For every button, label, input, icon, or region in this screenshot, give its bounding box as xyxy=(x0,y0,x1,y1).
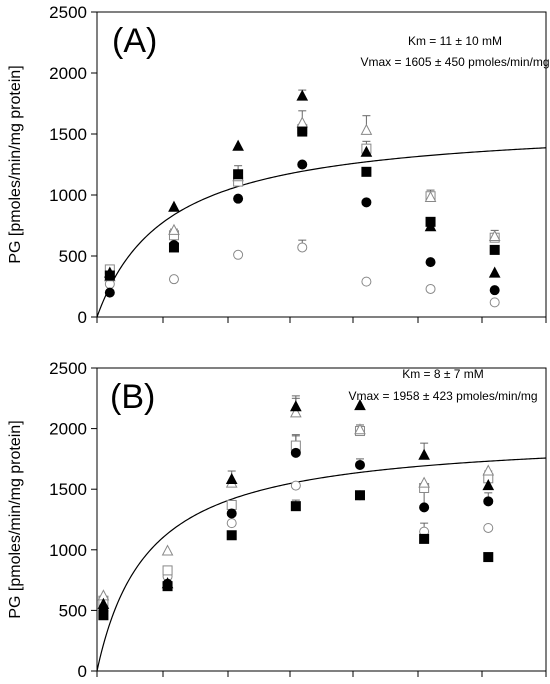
panel-b: 0 500 1000 1500 2000 2500 PG [pmoles/min/mg pr… xyxy=(7,359,547,681)
data-point-open-circle xyxy=(489,297,500,308)
data-point-open-triangle xyxy=(418,476,430,488)
annotation: Vmax = 1605 ± 450 pmoles/min/mg xyxy=(360,55,549,69)
y-tick-label: 0 xyxy=(78,662,87,681)
data-point-open-circle xyxy=(233,249,244,260)
data-point-open-triangle xyxy=(424,190,437,202)
data-point-filled-triangle xyxy=(161,577,174,589)
y-axis-title: PG [pmoles/min/mg protein] xyxy=(7,65,24,263)
data-point-filled-circle xyxy=(361,197,372,208)
data-point-open-triangle xyxy=(482,464,495,476)
y-tick-label: 500 xyxy=(59,247,87,266)
panel-label: (A) xyxy=(112,22,157,60)
fit-curve xyxy=(96,147,547,318)
data-point-open-square xyxy=(162,565,173,576)
data-point-open-circle xyxy=(168,274,179,285)
data-point-filled-triangle xyxy=(360,145,373,157)
y-tick-label: 2000 xyxy=(49,420,87,439)
y-tick-label: 2500 xyxy=(49,3,87,22)
data-point-filled-triangle xyxy=(424,220,437,232)
data-point-filled-square xyxy=(483,552,494,563)
data-point-filled-square xyxy=(290,501,301,512)
data-point-open-circle xyxy=(290,480,301,491)
data-point-filled-circle xyxy=(297,159,308,170)
annotation: Km = 11 ± 10 mM xyxy=(408,34,502,48)
data-point-filled-triangle xyxy=(296,89,309,101)
data-point-filled-square xyxy=(233,169,244,180)
data-point-open-square xyxy=(226,499,237,510)
data-point-filled-square xyxy=(419,533,430,544)
data-point-filled-triangle xyxy=(418,448,430,460)
data-point-filled-square xyxy=(98,610,109,621)
data-point-open-triangle xyxy=(360,123,373,135)
data-point-filled-circle xyxy=(233,193,244,204)
data-point-filled-triangle xyxy=(488,266,501,278)
data-point-open-triangle xyxy=(488,229,501,241)
data-point-filled-circle xyxy=(483,496,494,507)
data-point-open-circle xyxy=(361,276,372,287)
data-point-open-circle xyxy=(297,242,308,253)
data-point-open-circle xyxy=(425,283,436,294)
data-point-filled-triangle xyxy=(225,472,238,485)
data-point-open-triangle xyxy=(354,423,366,435)
annotation: Km = 8 ± 7 mM xyxy=(402,367,484,381)
data-point-filled-triangle xyxy=(290,400,302,412)
y-tick-label: 1000 xyxy=(49,541,87,560)
y-axis-title: PG [pmoles/min/mg protein] xyxy=(7,420,24,618)
data-point-open-circle xyxy=(483,522,494,533)
plot-frame xyxy=(96,367,547,672)
data-point-filled-square xyxy=(489,244,500,255)
data-point-filled-square xyxy=(297,126,308,137)
data-point-filled-triangle xyxy=(354,398,366,411)
annotation: Vmax = 1958 ± 423 pmoles/min/mg xyxy=(348,389,537,403)
data-point-filled-circle xyxy=(104,287,115,298)
data-point-filled-circle xyxy=(290,447,301,458)
data-point-open-triangle xyxy=(296,116,309,128)
data-point-open-triangle xyxy=(290,406,302,418)
data-point-open-triangle xyxy=(168,223,180,235)
data-point-filled-triangle xyxy=(104,266,116,278)
y-tick-label: 1000 xyxy=(49,186,87,205)
data-point-filled-square xyxy=(361,166,372,177)
data-point-open-circle xyxy=(226,518,237,529)
data-point-filled-square xyxy=(226,530,237,541)
y-tick-label: 0 xyxy=(78,308,87,327)
data-point-filled-circle xyxy=(226,508,237,519)
data-point-filled-triangle xyxy=(232,139,244,151)
y-tick-label: 1500 xyxy=(49,125,87,144)
data-point-filled-triangle xyxy=(482,478,495,491)
fit-curve xyxy=(96,457,547,672)
panel-a: 0 500 1000 1500 2000 2500 PG [pmoles/min/mg pr… xyxy=(7,3,549,327)
data-point-filled-circle xyxy=(425,257,436,268)
data-point-filled-circle xyxy=(354,459,365,470)
panel-label: (B) xyxy=(110,378,155,416)
data-point-filled-circle xyxy=(489,285,500,296)
y-tick-label: 2000 xyxy=(49,64,87,83)
plot-frame xyxy=(96,11,547,318)
data-point-open-triangle xyxy=(161,544,174,556)
y-tick-label: 500 xyxy=(59,601,87,620)
data-point-filled-triangle xyxy=(97,597,110,609)
data-point-filled-triangle xyxy=(168,200,180,212)
y-tick-label: 2500 xyxy=(49,359,87,378)
data-point-filled-circle xyxy=(419,502,430,513)
data-point-filled-square xyxy=(168,242,179,253)
y-tick-label: 1500 xyxy=(49,480,87,499)
data-point-filled-square xyxy=(354,490,365,501)
